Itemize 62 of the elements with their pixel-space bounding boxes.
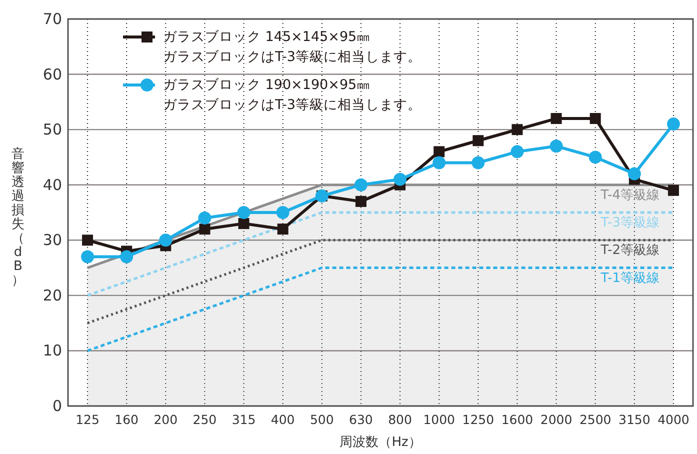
- line-series: [86, 211, 675, 297]
- point: [472, 135, 484, 146]
- point: [238, 218, 250, 230]
- point: [276, 206, 290, 219]
- point: [666, 118, 680, 131]
- text: 音響透過損失（dB）: [12, 147, 24, 288]
- x-axis-title: 周波数（Hz）: [340, 435, 422, 450]
- x-tick-label: 1600: [501, 412, 534, 427]
- y-tick-label: 0: [52, 397, 62, 415]
- x-tick-label: 1000: [423, 412, 456, 427]
- x-tick-label: 4000: [658, 412, 690, 427]
- point: [198, 212, 212, 225]
- y-tick-label: 20: [42, 286, 62, 304]
- x-tick-label: 400: [270, 412, 295, 427]
- point: [588, 150, 602, 164]
- point: [120, 250, 134, 264]
- x-tick-label: 500: [310, 412, 334, 427]
- point: [432, 156, 446, 170]
- y-tick-label: 40: [42, 176, 62, 194]
- x-tick-label: 630: [349, 412, 373, 427]
- point: [237, 206, 250, 219]
- point: [590, 113, 601, 124]
- point: [394, 172, 407, 186]
- annotation: ガラスブロックはT-3等級に相当します。: [163, 49, 422, 65]
- series-label: T-2等級線: [600, 243, 660, 258]
- point: [81, 250, 94, 264]
- point: [199, 224, 210, 235]
- x-tick-label: 3150: [618, 412, 650, 427]
- x-tick-label: 315: [232, 412, 256, 427]
- y-tick-label: 30: [42, 231, 62, 250]
- x-tick-label: 2000: [540, 412, 572, 427]
- x-tick-label: 1250: [462, 412, 494, 427]
- point: [472, 156, 485, 170]
- point: [510, 145, 524, 158]
- y-tick-label: 10: [42, 342, 62, 360]
- x-tick-label: 125: [76, 412, 100, 427]
- series-label: T-3等級線: [600, 216, 660, 230]
- line-series: [86, 266, 675, 352]
- x-tick-label: 200: [154, 412, 178, 427]
- x-tick-label: 250: [192, 412, 217, 427]
- series-label: T-1等級線: [600, 270, 660, 286]
- annotation: ガラスブロックはT-3等級に相当します。: [163, 97, 422, 113]
- x-tick-label: 800: [388, 412, 412, 427]
- point: [355, 196, 366, 207]
- point: [354, 178, 368, 192]
- point: [277, 224, 288, 235]
- legend-label: ガラスブロック 145×145×95㎜: [163, 29, 371, 45]
- point: [434, 146, 445, 158]
- point: [668, 184, 679, 196]
- y-tick-label: 60: [42, 65, 62, 84]
- y-tick-label: 50: [42, 120, 62, 139]
- x-tick-label: 2500: [579, 412, 612, 427]
- legend-label: ガラスブロック 190×190×95㎜: [163, 77, 371, 93]
- x-tick-label: 160: [114, 412, 139, 427]
- point: [159, 234, 172, 247]
- point: [82, 234, 94, 246]
- point: [550, 113, 562, 124]
- series-label: T-4等級線: [600, 188, 660, 203]
- point: [628, 167, 641, 180]
- point: [550, 140, 563, 153]
- y-tick-label: 70: [42, 10, 62, 28]
- point: [512, 124, 523, 136]
